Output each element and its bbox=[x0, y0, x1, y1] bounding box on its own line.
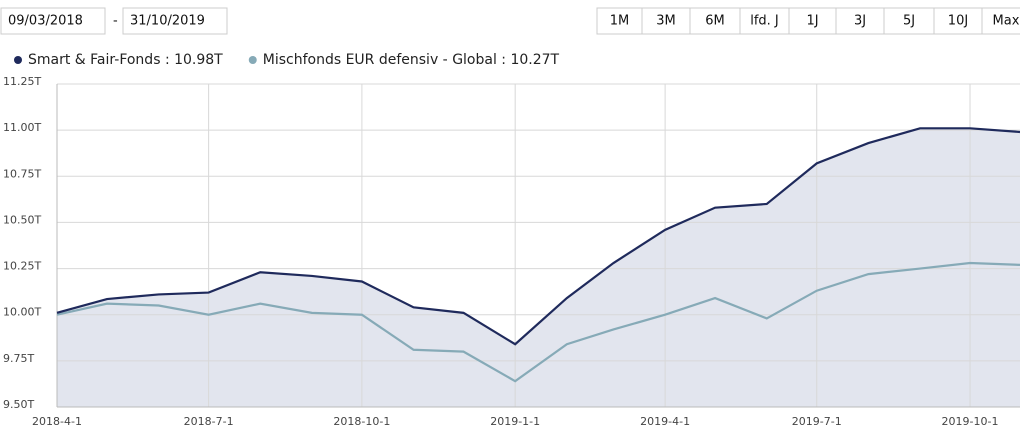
range-button-label: 1J bbox=[806, 14, 818, 29]
x-tick-label: 2019-4-1 bbox=[640, 415, 690, 428]
x-tick-label: 2019-7-1 bbox=[792, 415, 842, 428]
y-tick-label: 9.75T bbox=[3, 352, 34, 365]
y-tick-label: 11.00T bbox=[3, 121, 41, 134]
range-button-label: lfd. J bbox=[750, 14, 779, 29]
range-button[interactable] bbox=[788, 7, 837, 35]
y-tick-label: 10.25T bbox=[3, 260, 41, 273]
range-button-label: 5J bbox=[903, 14, 915, 29]
range-button-label: 1M bbox=[610, 14, 630, 29]
range-button[interactable] bbox=[835, 7, 885, 35]
date-from: 09/03/2018 bbox=[8, 14, 83, 29]
range-button[interactable] bbox=[933, 7, 983, 35]
legend-label: Mischfonds EUR defensiv - Global : 10.27… bbox=[263, 52, 560, 68]
x-tick-label: 2018-4-1 bbox=[32, 415, 82, 428]
y-tick-label: 10.50T bbox=[3, 213, 41, 226]
y-tick-label: 10.00T bbox=[3, 306, 41, 319]
legend-marker bbox=[14, 56, 22, 64]
range-button[interactable] bbox=[981, 7, 1020, 35]
range-button-label: Max bbox=[993, 14, 1020, 29]
range-button-label: 6M bbox=[705, 14, 725, 29]
date-to: 31/10/2019 bbox=[130, 14, 205, 29]
x-tick-label: 2018-10-1 bbox=[333, 415, 390, 428]
controls: 09/03/2018 - 31/10/2019 bbox=[0, 7, 228, 35]
legend-marker bbox=[248, 56, 257, 64]
range-button[interactable] bbox=[883, 7, 935, 35]
range-button-label: 3J bbox=[854, 14, 866, 29]
range-button[interactable] bbox=[596, 7, 643, 35]
date-from-input[interactable] bbox=[0, 7, 106, 35]
range-button-label: 3M bbox=[656, 14, 676, 29]
date-to-input[interactable] bbox=[122, 7, 228, 35]
x-tick-label: 2019-10-1 bbox=[942, 415, 999, 428]
range-button-label: 10J bbox=[948, 14, 968, 29]
y-tick-label: 11.25T bbox=[3, 75, 41, 88]
x-tick-label: 2019-1-1 bbox=[490, 415, 540, 428]
series-line bbox=[56, 261, 1020, 383]
area bbox=[57, 128, 1020, 407]
y-tick-label: 10.75T bbox=[3, 167, 41, 180]
range-button[interactable] bbox=[689, 7, 741, 35]
range-button[interactable] bbox=[739, 7, 790, 35]
legend-label: Smart & Fair-Fonds : 10.98T bbox=[28, 52, 223, 68]
x-tick-label: 2018-7-1 bbox=[184, 415, 234, 428]
separator: - bbox=[113, 14, 118, 29]
series-line bbox=[56, 127, 1020, 346]
y-tick-label: 9.50T bbox=[3, 398, 34, 411]
